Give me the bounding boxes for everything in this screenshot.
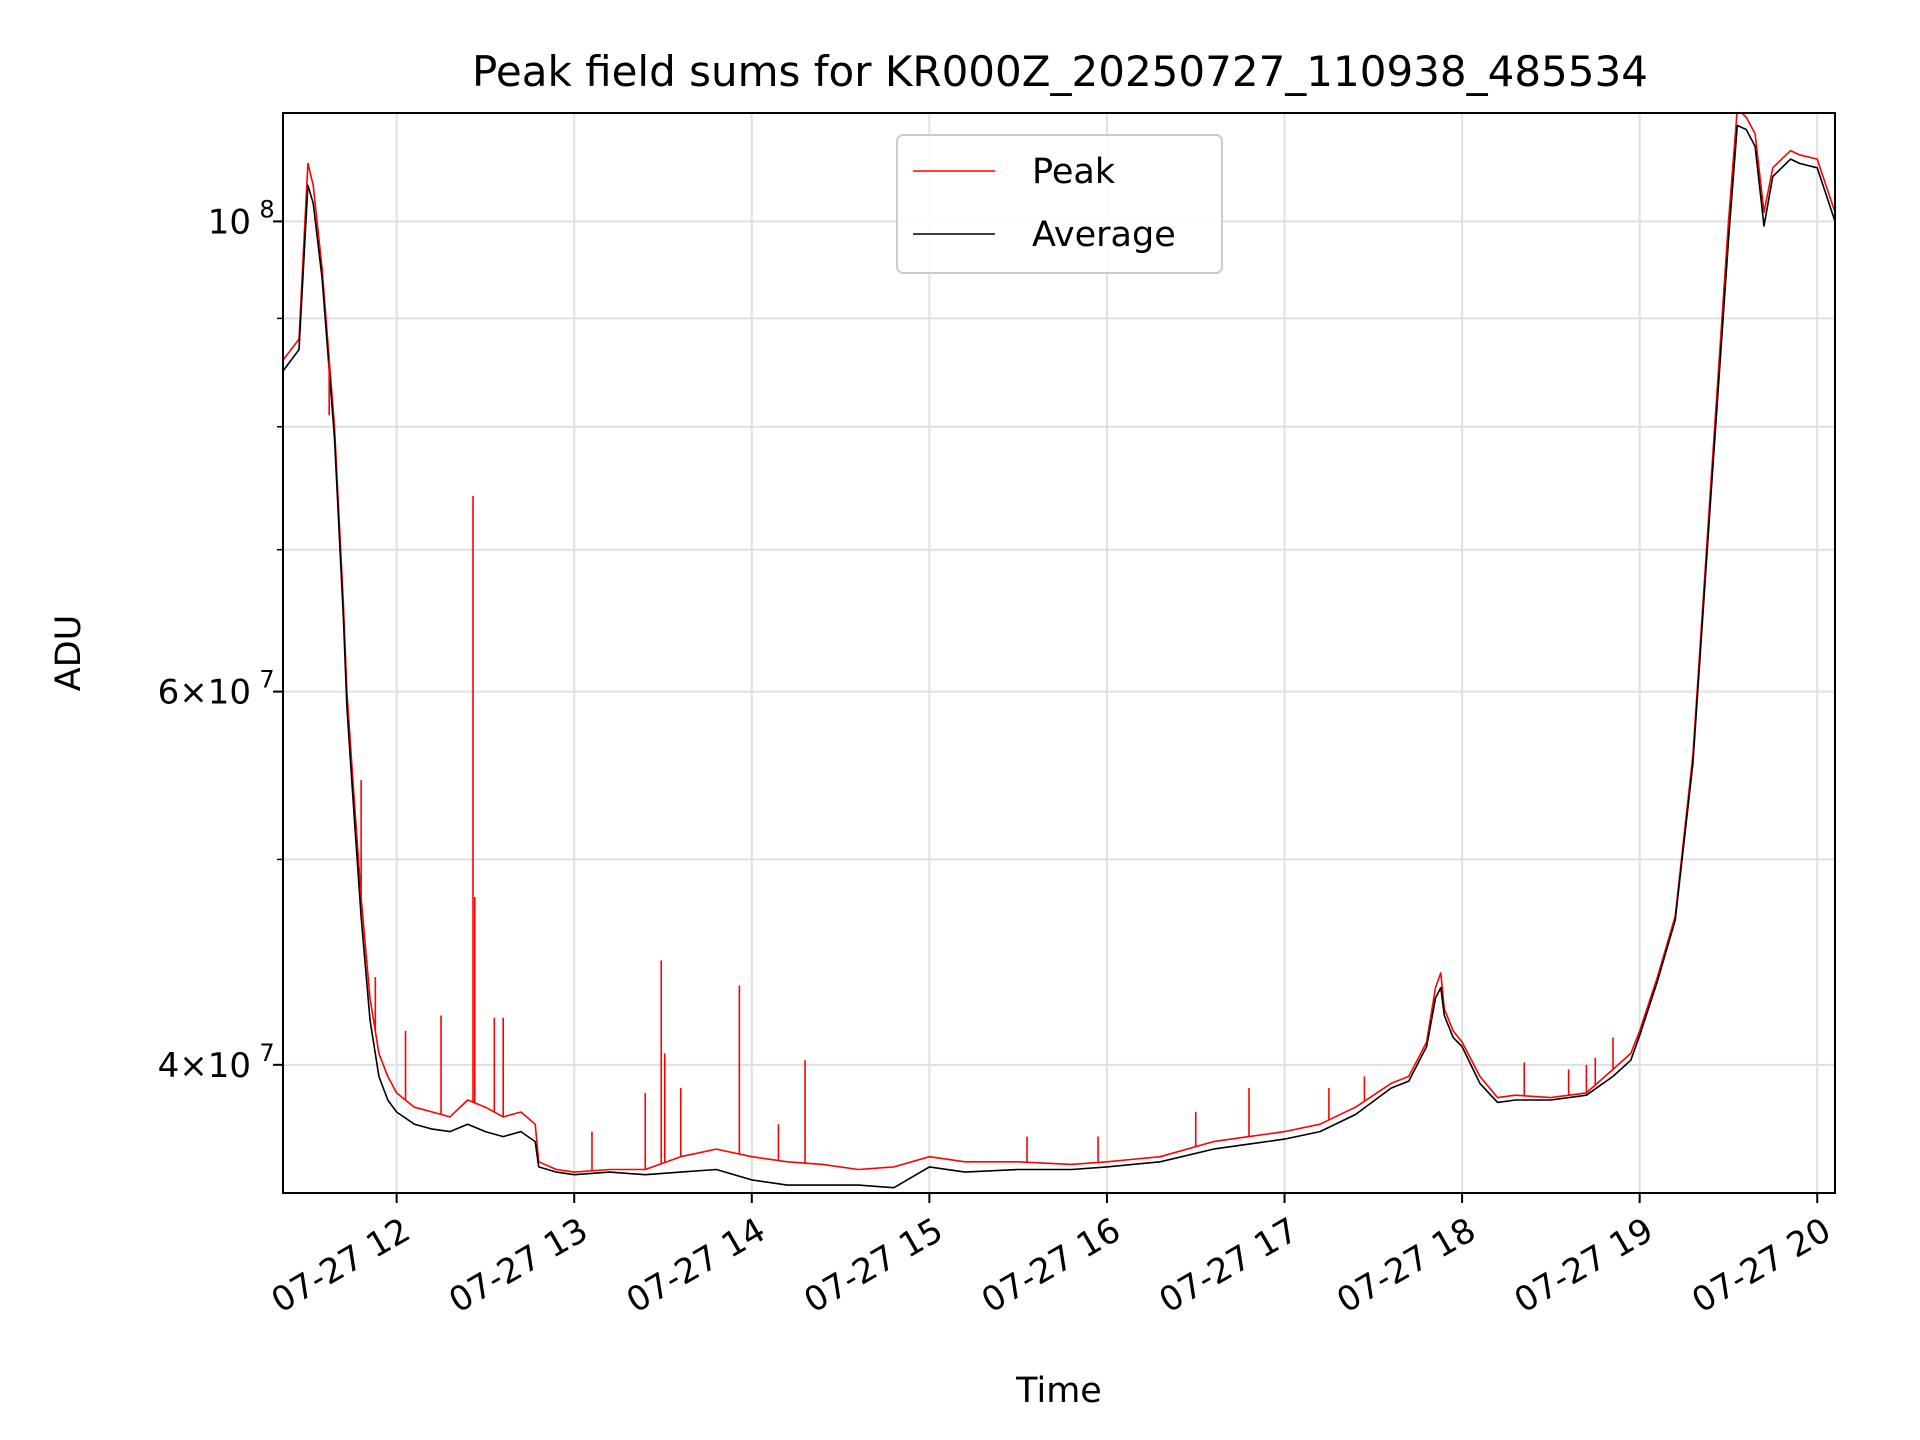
legend-label-average: Average (1032, 215, 1176, 255)
plot-frame (282, 112, 1836, 1194)
y-tick-label: 10 8 (208, 195, 275, 242)
series-lines (283, 113, 1835, 1189)
y-tick-label-text: 4×10 (158, 1046, 251, 1086)
legend: Peak Average (896, 134, 1223, 274)
y-tick-label: 4×10 7 (158, 1039, 275, 1086)
y-axis-label: ADU (49, 615, 89, 692)
y-tick-label: 6×10 7 (158, 666, 275, 713)
y-tick-label-text: 10 (208, 202, 251, 242)
y-tick-label-exponent: 7 (259, 666, 274, 694)
y-tick-label-exponent: 8 (259, 195, 274, 223)
x-axis-label: Time (1015, 1371, 1102, 1411)
legend-box (896, 134, 1223, 274)
chart-title: Peak field sums for KR000Z_20250727_1109… (472, 47, 1648, 96)
grid-lines (283, 113, 1835, 1193)
series-line-average (283, 124, 1835, 1189)
y-tick-label-exponent: 7 (259, 1039, 274, 1067)
y-tick-label-text: 6×10 (158, 673, 251, 713)
legend-label-peak: Peak (1032, 152, 1116, 192)
